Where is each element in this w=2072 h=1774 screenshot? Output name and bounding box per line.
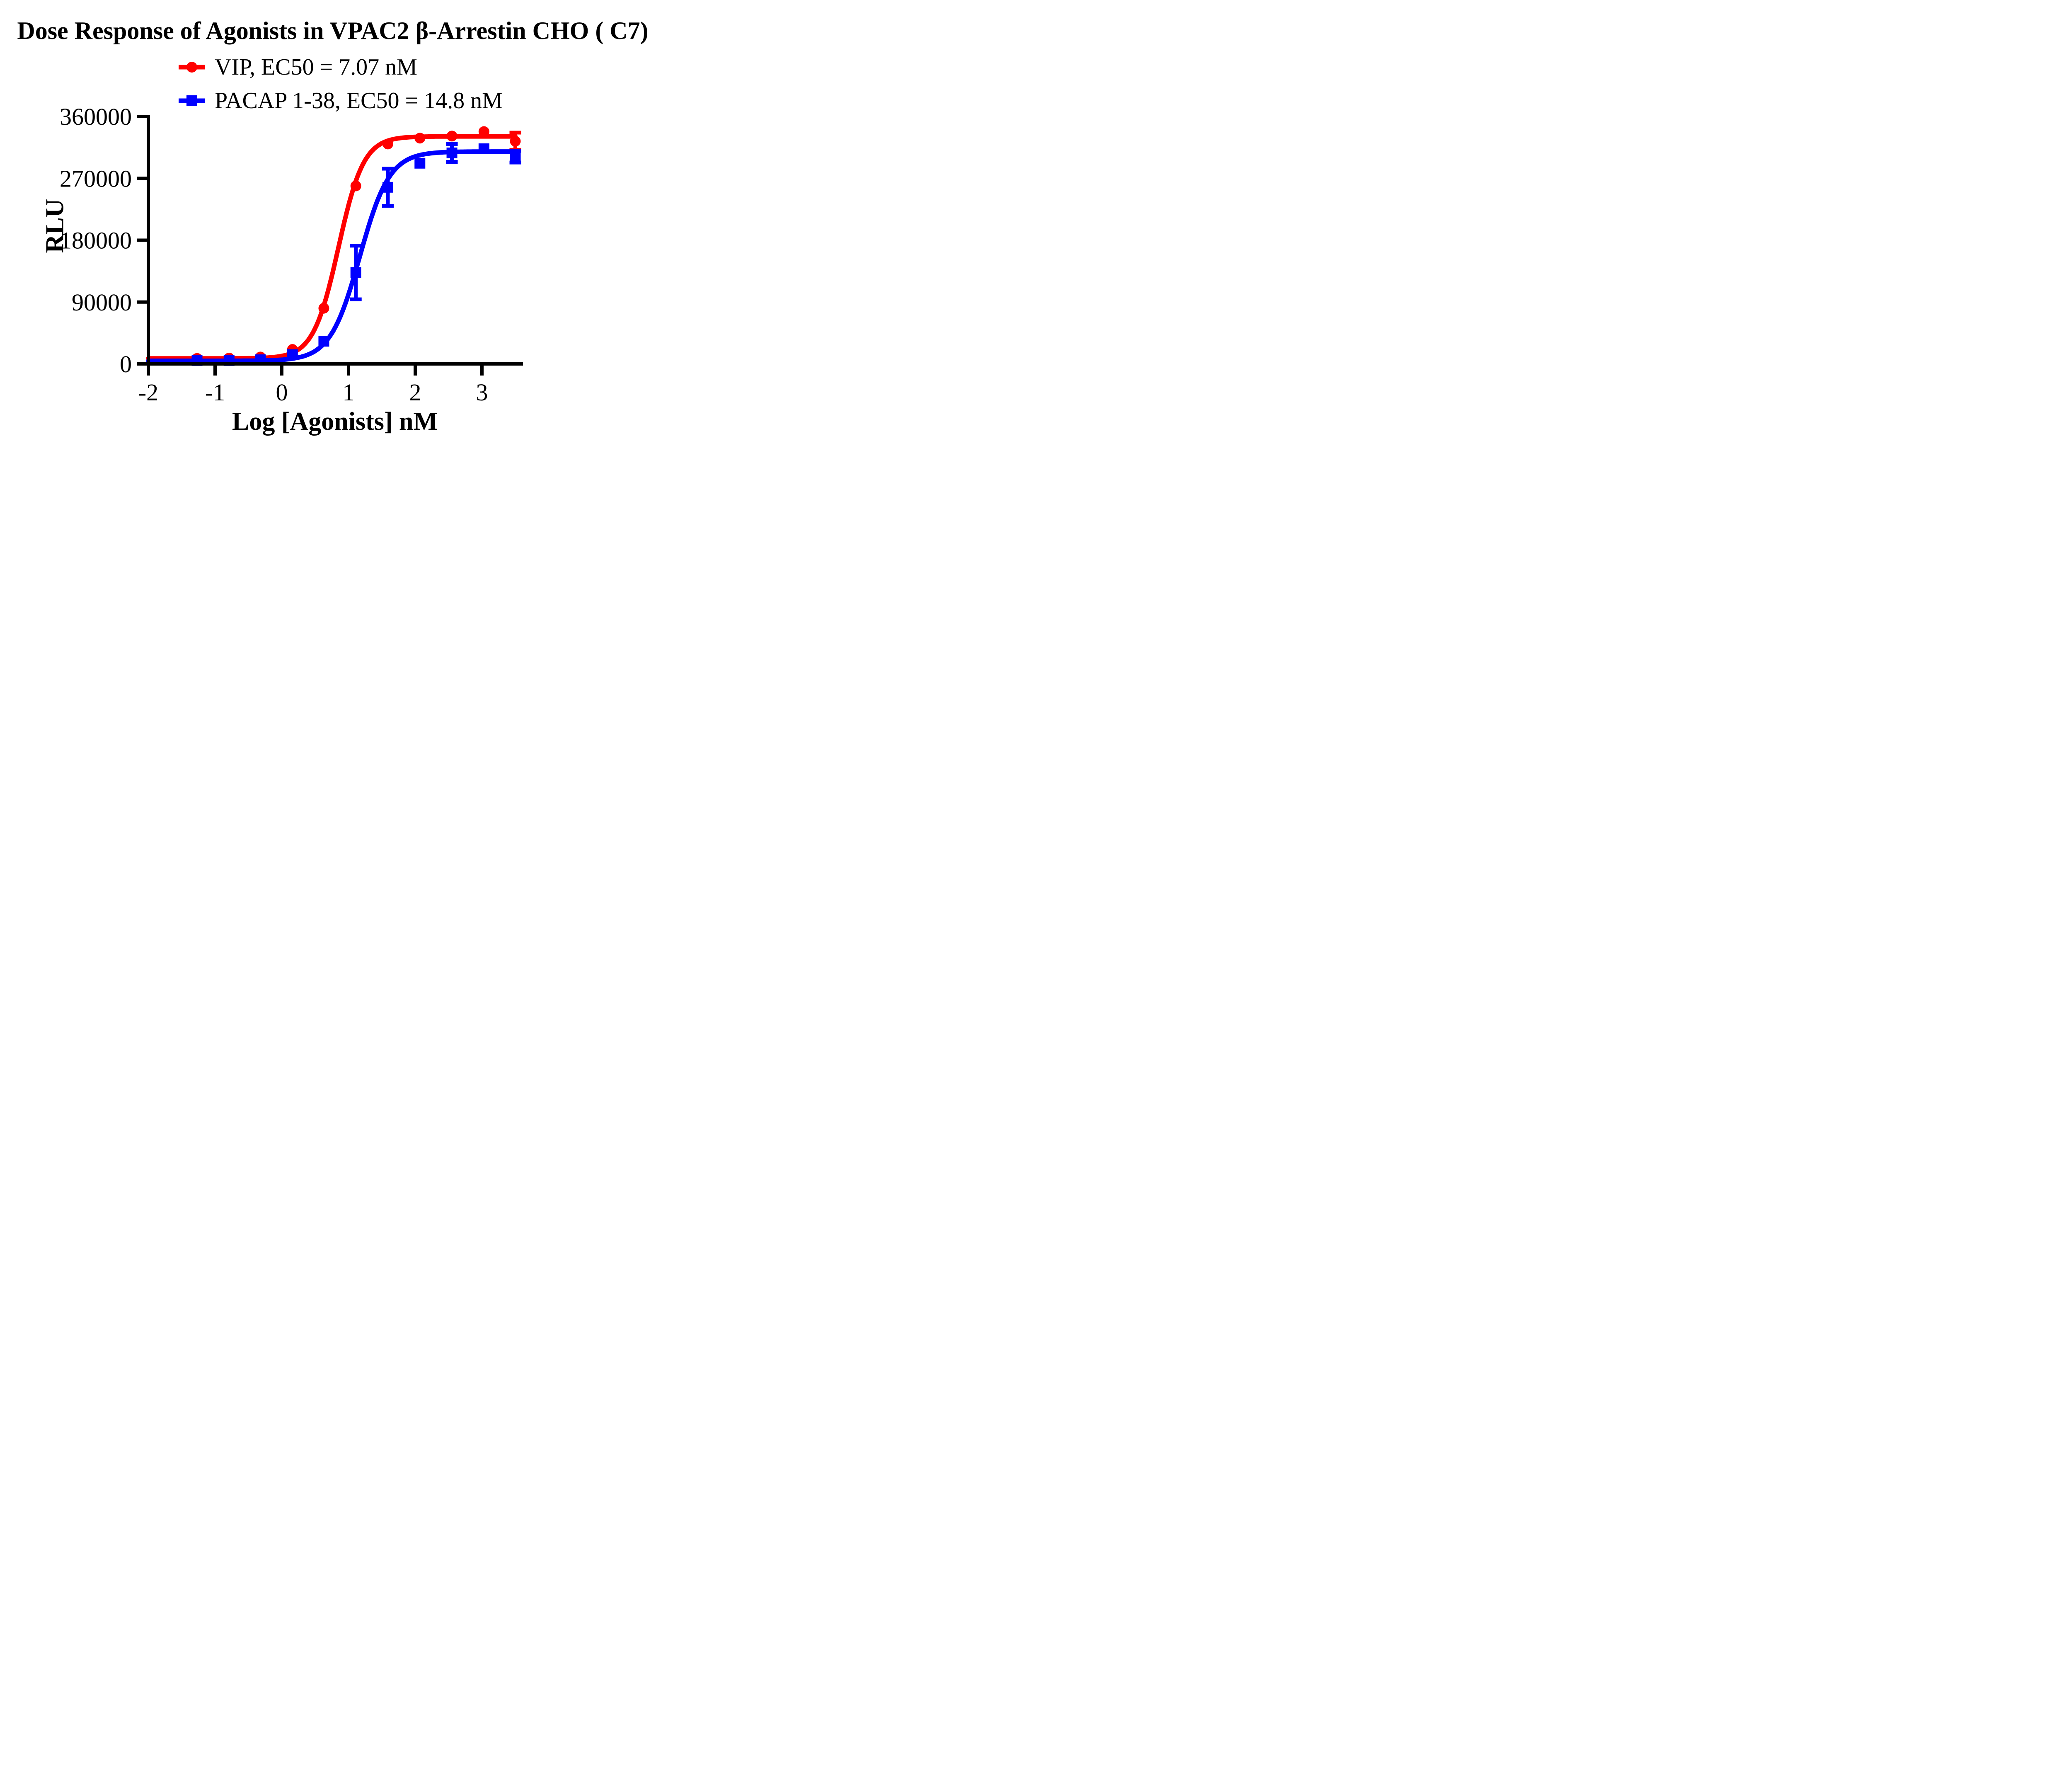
y-tick-label: 90000	[72, 289, 132, 316]
x-tick-label: 2	[409, 379, 421, 406]
x-tick-label: -1	[205, 379, 225, 406]
y-tick-label: 0	[120, 351, 132, 378]
legend-item-vip: VIP, EC50 = 7.07 nM	[178, 52, 503, 82]
axes: -2 -1 0 1 2 3 0 90000 180000 270000 360000	[60, 103, 523, 406]
legend: VIP, EC50 = 7.07 nM PACAP 1-38, EC50 = 1…	[178, 52, 503, 119]
y-tick-label: 360000	[60, 103, 132, 130]
data-point-pacap	[510, 151, 521, 162]
data-point-vip	[478, 126, 489, 137]
data-point-vip	[350, 180, 361, 191]
x-tick-label: 3	[476, 379, 488, 406]
data-point-pacap	[414, 158, 426, 169]
y-tick-label: 180000	[60, 227, 132, 254]
page-title: Dose Response of Agonists in VPAC2 β-Arr…	[17, 17, 649, 44]
data-point-pacap	[287, 349, 298, 360]
x-tick-label: 1	[343, 379, 355, 406]
legend-label-pacap: PACAP 1-38, EC50 = 14.8 nM	[215, 88, 503, 114]
x-tick-label: 0	[276, 379, 288, 406]
data-point-pacap	[350, 267, 361, 278]
vip-line-circle-icon	[178, 61, 206, 73]
legend-item-pacap: PACAP 1-38, EC50 = 14.8 nM	[178, 86, 503, 116]
data-point-vip	[510, 136, 521, 147]
x-tick-label: -2	[138, 379, 158, 406]
data-point-pacap	[318, 336, 329, 347]
dose-response-plot: -2 -1 0 1 2 3 0 90000 180000 270000 360000	[60, 103, 523, 406]
data-point-pacap	[478, 143, 489, 154]
series-pacap	[146, 142, 521, 366]
dose-response-figure: Dose Response of Agonists in VPAC2 β-Arr…	[0, 0, 666, 444]
y-tick-label: 270000	[60, 165, 132, 192]
curve-vip	[146, 134, 518, 361]
legend-label-vip: VIP, EC50 = 7.07 nM	[215, 54, 417, 80]
data-point-vip	[318, 303, 329, 314]
data-point-pacap	[446, 147, 457, 158]
curve-pacap	[146, 149, 518, 363]
data-point-vip	[414, 133, 426, 144]
x-axis-title: Log [Agonists] nM	[232, 407, 438, 436]
data-point-vip	[446, 131, 457, 142]
data-point-pacap	[382, 182, 393, 193]
data-point-vip	[382, 138, 393, 150]
pacap-line-square-icon	[178, 95, 206, 107]
